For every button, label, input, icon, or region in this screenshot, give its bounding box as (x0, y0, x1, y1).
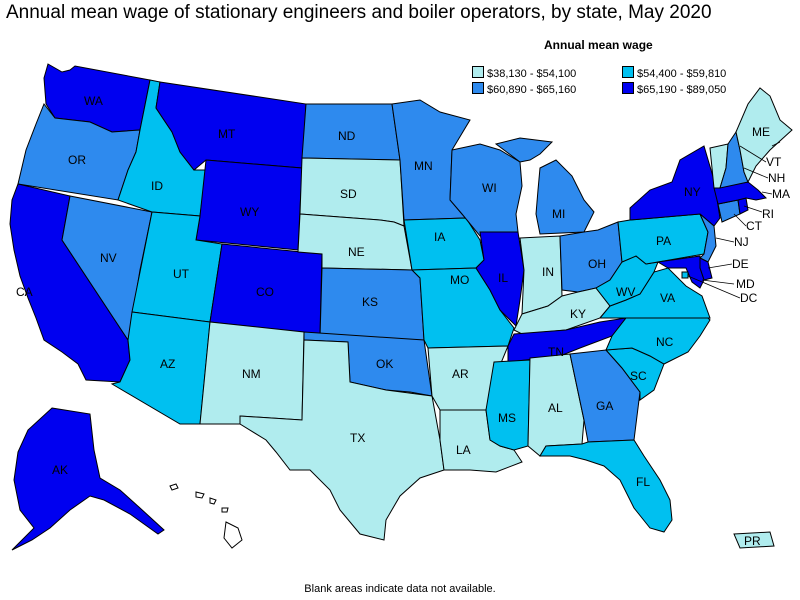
state-label: FL (636, 475, 650, 489)
legend-label: $38,130 - $54,100 (487, 68, 577, 80)
state-label: NM (242, 367, 261, 381)
state-tn[interactable] (507, 317, 628, 363)
state-label: CT (746, 219, 763, 233)
state-dc[interactable] (681, 271, 689, 279)
state-label: OH (588, 257, 606, 271)
state-labels: WA OR CA NV ID MT WY UT AZ CO NM ND SD N… (16, 94, 790, 548)
state-wy[interactable] (195, 159, 303, 251)
legend-item: $54,400 - $59,810 (622, 66, 726, 80)
state-label: IN (542, 265, 554, 279)
state-label: CA (16, 285, 33, 299)
state-label: GA (596, 399, 613, 413)
legend-title: Annual mean wage (544, 38, 653, 52)
legend-swatch (472, 66, 484, 78)
leader-lines (687, 141, 781, 299)
state-label: PA (656, 234, 671, 248)
state-label: SC (630, 369, 647, 383)
state-il[interactable] (475, 231, 525, 328)
state-label: WY (240, 205, 259, 219)
state-tx[interactable] (239, 339, 445, 541)
state-label: DC (740, 291, 758, 305)
state-label: SD (340, 187, 357, 201)
state-label: VA (660, 291, 675, 305)
state-label: MI (552, 207, 565, 221)
state-label: AK (52, 463, 68, 477)
state-label: AR (452, 367, 469, 381)
state-label: VT (766, 155, 782, 169)
state-label: WA (84, 94, 103, 108)
state-label: ND (338, 129, 356, 143)
state-ma[interactable] (713, 181, 768, 205)
state-ak[interactable] (11, 407, 165, 551)
state-label: MN (414, 159, 433, 173)
map-title: Annual mean wage of stationary engineers… (6, 2, 712, 23)
state-label: UT (173, 267, 190, 281)
legend-label: $54,400 - $59,810 (637, 68, 727, 80)
legend-item: $65,190 - $89,050 (622, 82, 726, 96)
legend-swatch (622, 82, 634, 94)
legend-swatch (472, 82, 484, 94)
state-hi[interactable] (169, 483, 243, 549)
state-label: MT (218, 127, 236, 141)
legend-label: $65,190 - $89,050 (637, 84, 727, 96)
legend: Annual mean wage $38,130 - $54,100 $54,4… (468, 38, 726, 98)
state-label: TX (350, 431, 365, 445)
state-fl[interactable] (539, 439, 673, 533)
state-mi[interactable] (494, 137, 595, 235)
state-label: KS (362, 295, 378, 309)
legend-label: $60,890 - $65,160 (487, 84, 577, 96)
state-label: KY (570, 307, 586, 321)
state-label: OK (376, 357, 393, 371)
legend-item: $38,130 - $54,100 (472, 66, 576, 80)
state-label: NH (768, 171, 785, 185)
state-label: DE (732, 257, 749, 271)
state-label: WV (616, 285, 635, 299)
state-label: MS (498, 411, 516, 425)
state-label: RI (762, 207, 774, 221)
state-label: OR (68, 153, 86, 167)
state-label: AL (548, 401, 563, 415)
footnote: Blank areas indicate data not available. (304, 583, 496, 595)
state-label: NY (684, 185, 701, 199)
state-pr[interactable] (733, 531, 775, 549)
state-me[interactable] (735, 87, 793, 184)
state-label: CO (256, 285, 274, 299)
state-label: NE (348, 245, 365, 259)
state-md[interactable] (656, 255, 705, 289)
state-label: NV (100, 251, 117, 265)
state-label: MA (772, 187, 790, 201)
state-label: LA (456, 443, 471, 457)
state-ri[interactable] (737, 197, 749, 215)
state-label: NC (656, 335, 674, 349)
state-label: IA (434, 230, 445, 244)
state-label: PR (744, 534, 761, 548)
state-label: IL (498, 271, 508, 285)
state-ms[interactable] (485, 359, 531, 451)
state-label: WI (482, 181, 497, 195)
state-ny[interactable] (629, 145, 721, 227)
state-label: ME (752, 125, 770, 139)
legend-item: $60,890 - $65,160 (472, 82, 576, 96)
state-label: MO (450, 273, 469, 287)
state-label: NJ (734, 235, 749, 249)
state-label: AZ (160, 357, 175, 371)
state-wi[interactable] (449, 143, 523, 237)
state-label: TN (548, 345, 564, 359)
state-label: ID (151, 179, 163, 193)
legend-swatch (622, 66, 634, 78)
state-label: MD (736, 277, 755, 291)
